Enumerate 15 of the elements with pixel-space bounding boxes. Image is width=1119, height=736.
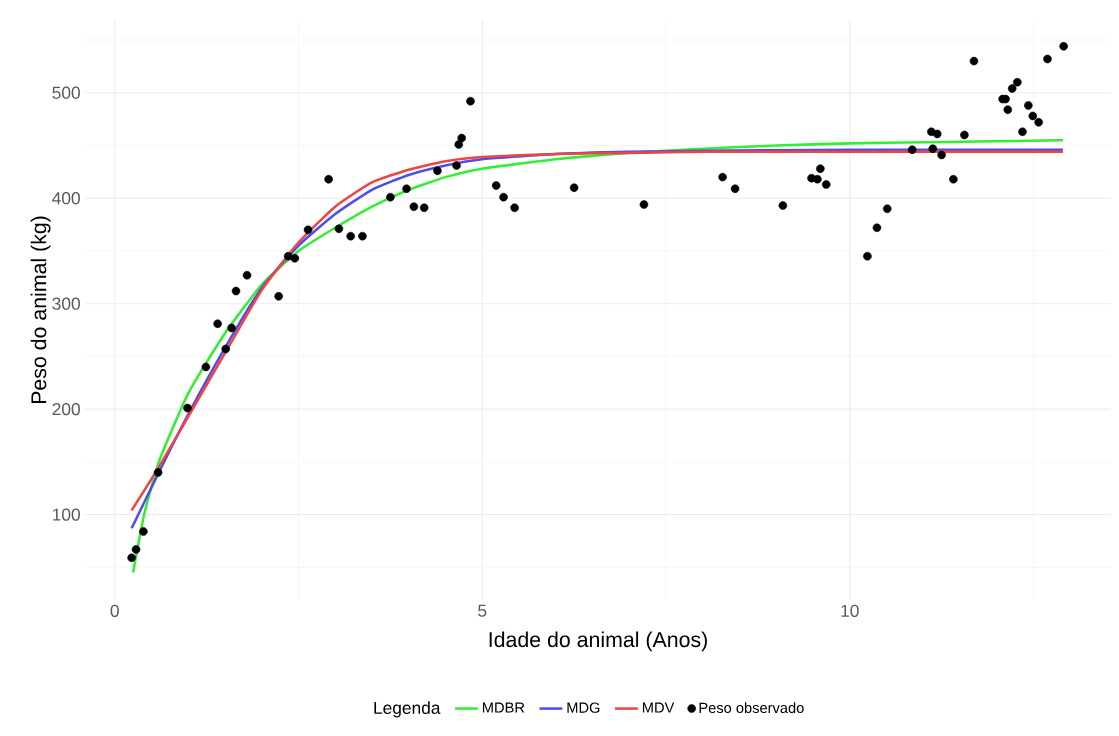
y-tick-label: 300 <box>52 297 80 310</box>
x-tick-label: 10 <box>841 604 859 617</box>
x-tick-label: 0 <box>110 604 119 617</box>
legend-label: Peso observado <box>699 702 804 714</box>
legend-label: MDV <box>642 702 675 713</box>
legend-title: Legenda <box>374 701 441 718</box>
y-tick-label: 500 <box>52 86 80 99</box>
y-axis-title: Peso do animal (kg) <box>30 216 51 404</box>
y-tick-label: 400 <box>52 192 80 205</box>
y-tick-label: 200 <box>52 402 80 416</box>
y-tick-label: 100 <box>53 508 80 521</box>
x-axis-title: Idade do animal (Anos) <box>489 631 707 652</box>
x-tick-label: 5 <box>478 604 487 617</box>
legend-label: MDBR <box>482 702 525 713</box>
legend-label: MDG <box>567 702 600 713</box>
